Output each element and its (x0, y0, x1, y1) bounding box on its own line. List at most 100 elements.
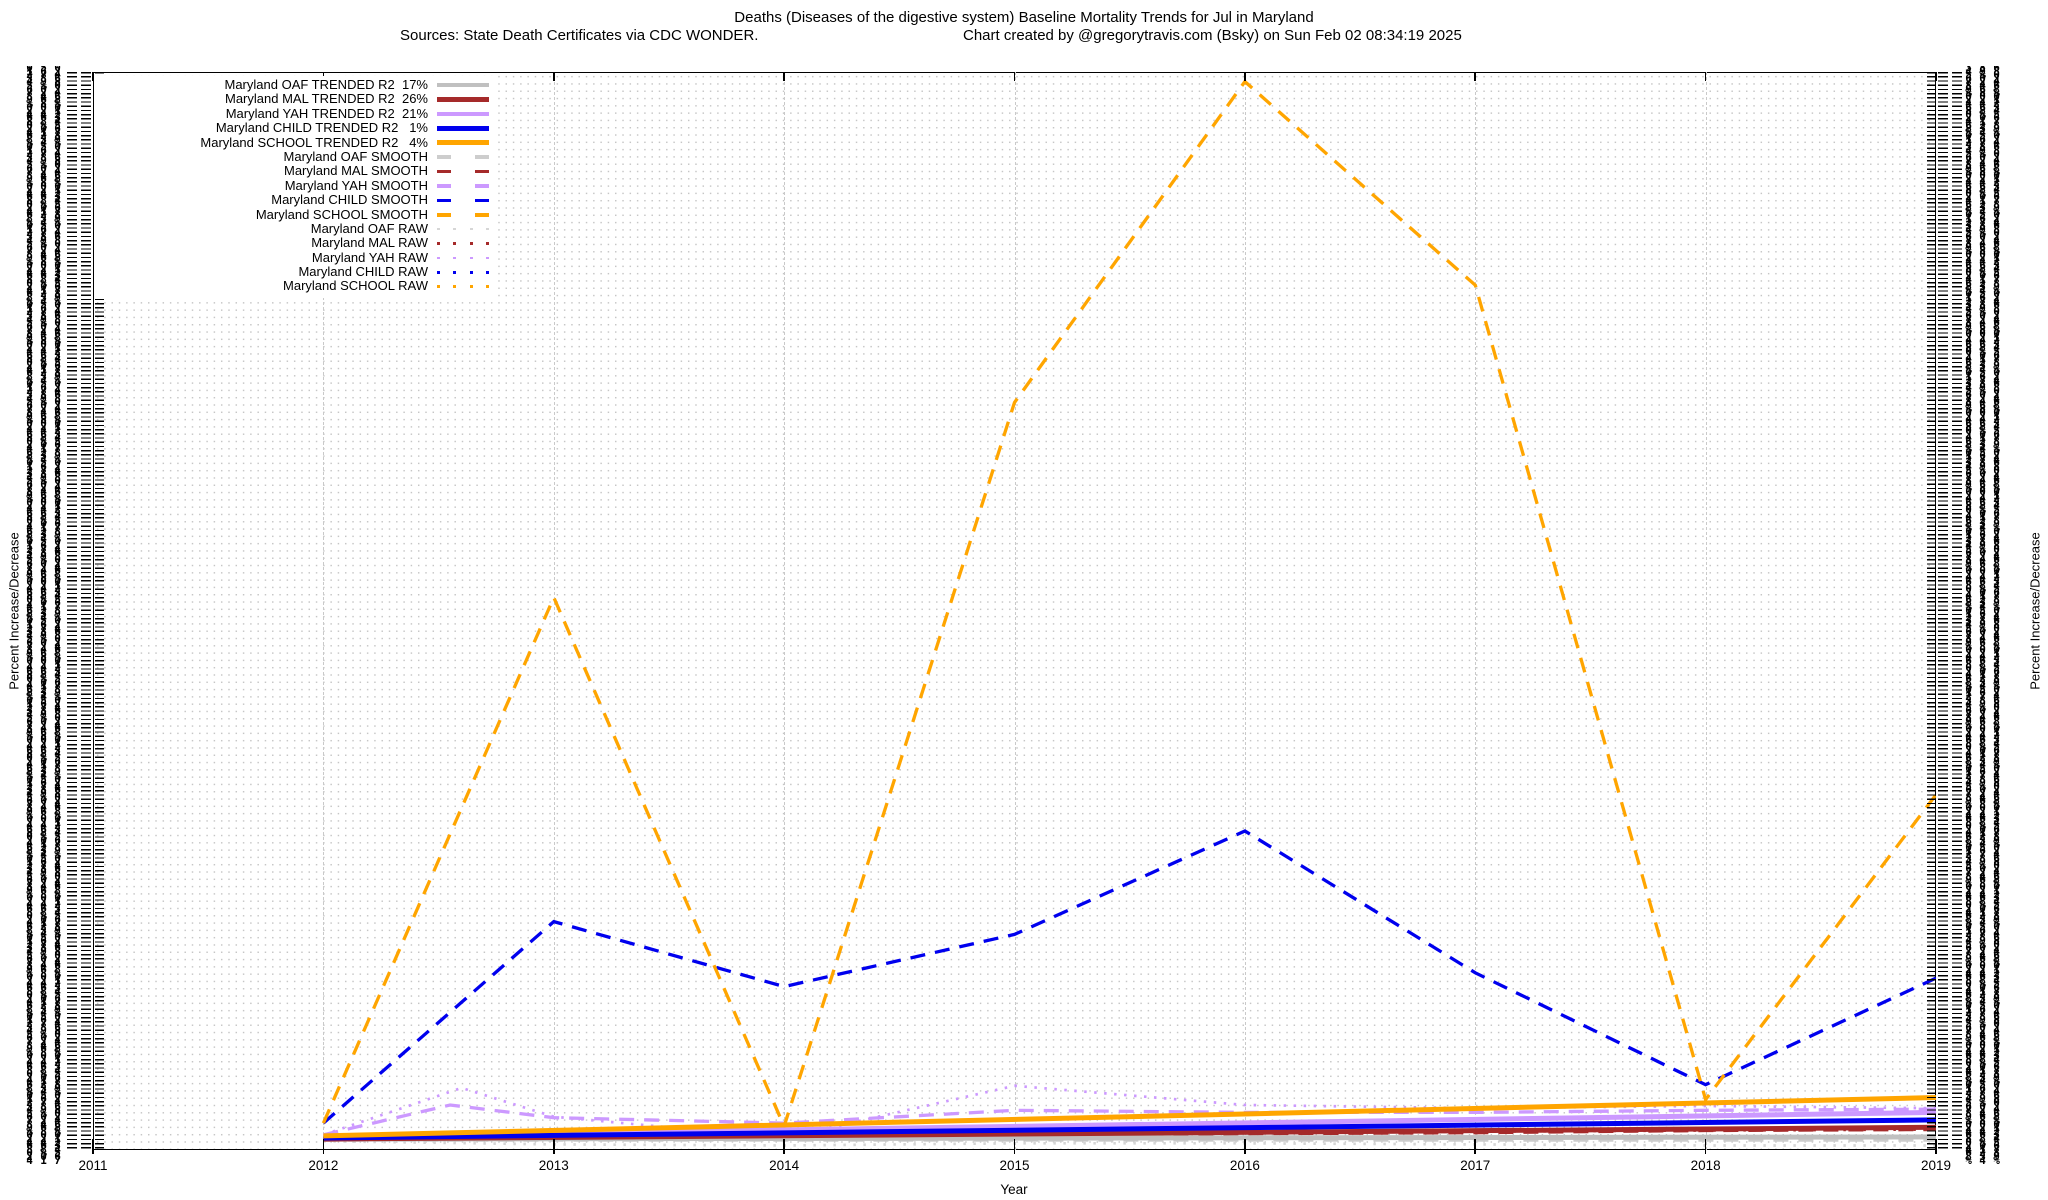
x-tick-mark-2017 (1474, 72, 1477, 81)
x-tick-mark-2013 (552, 1139, 555, 1149)
legend-item-maryland-mal-raw: Maryland MAL RAW (95, 235, 491, 251)
x-tick-mark-2019 (1935, 1139, 1937, 1149)
y-tick-label-column-right-4: 8 9 % 0 2 4 6 8 0 2 4 6 8 % 0 1 2 3 4 5 … (1979, 66, 1986, 1167)
y-axis-tick-comb-left-2 (67, 72, 77, 1150)
x-tick-label-2014: 2014 (769, 1158, 800, 1173)
legend-item-maryland-yah-smooth: Maryland YAH SMOOTH (95, 177, 491, 193)
x-tick-mark-2015 (1013, 1139, 1016, 1149)
series-lines-canvas (321, 79, 1936, 1147)
year-gridline-2013 (553, 72, 555, 1150)
line-maryland-oaf-raw (323, 1139, 1936, 1147)
y-tick-label-column-left-2: 0 2 4 6 8 0 2 4 6 8 % 0 1 2 3 4 5 6 7 8 … (54, 66, 61, 1167)
y-axis-tick-comb-right-4 (1938, 72, 1948, 1150)
x-tick-mark-2014 (783, 1148, 785, 1155)
y-axis-title-left: Percent Increase/Decrease (6, 532, 22, 690)
legend-item-label: Maryland SCHOOL SMOOTH (255, 206, 428, 222)
legend-item-label: Maryland MAL TRENDED R2 26% (224, 91, 428, 107)
legend-item-label: Maryland SCHOOL RAW (283, 278, 428, 294)
y-tick-label-column-left-1: 5 6 7 8 9 % 0 2 4 6 8 0 2 4 6 8 % 0 1 2 … (40, 66, 47, 1167)
legend-item-maryland-school-raw: Maryland SCHOOL RAW (95, 279, 491, 293)
chart-credit-text: Chart created by @gregorytravis.com (Bsk… (963, 27, 1462, 44)
legend-line-sample-solid (437, 82, 491, 88)
legend: Maryland OAF TRENDED R2 17% Maryland MAL … (95, 76, 495, 298)
x-tick-mark-2012 (322, 1139, 325, 1149)
y-axis-tick-comb-right-3 (1926, 72, 1936, 1150)
legend-item-maryland-oaf-smooth: Maryland OAF SMOOTH (95, 148, 491, 164)
legend-item-label: Maryland OAF RAW (310, 220, 428, 236)
legend-line-sample-dotted (437, 242, 491, 245)
legend-item-label: Maryland OAF SMOOTH (283, 148, 428, 164)
legend-item-label: Maryland SCHOOL TRENDED R2 4% (200, 134, 428, 150)
y-axis-tick-comb-left-1 (81, 72, 91, 1150)
y-tick-label-column-left-0: 0 1 2 3 4 5 6 7 8 9 % 0 2 4 6 8 0 2 4 6 … (26, 66, 33, 1167)
legend-line-sample-dashed (437, 184, 491, 188)
y-axis-tick-comb-left-0 (94, 72, 104, 1150)
legend-item-maryland-child-raw: Maryland CHILD RAW (95, 264, 491, 280)
x-tick-mark-2016 (1244, 1139, 1246, 1149)
chart-title: Deaths (Diseases of the digestive system… (734, 9, 1314, 26)
x-tick-mark-2016 (1244, 72, 1246, 81)
x-tick-label-2018: 2018 (1690, 1158, 1721, 1173)
legend-item-label: Maryland MAL SMOOTH (284, 163, 428, 179)
legend-item-maryland-yah-trended-r2-21-: Maryland YAH TRENDED R2 21% (95, 105, 491, 121)
x-tick-mark-2018 (1704, 1148, 1707, 1155)
legend-item-maryland-yah-raw: Maryland YAH RAW (95, 250, 491, 265)
x-tick-mark-2015 (1013, 1148, 1016, 1155)
legend-line-sample-dotted (437, 285, 491, 288)
legend-item-maryland-child-smooth: Maryland CHILD SMOOTH (95, 192, 491, 208)
x-tick-mark-2017 (1474, 1139, 1477, 1149)
x-tick-mark-2014 (783, 1139, 785, 1149)
line-maryland-child-smooth (322, 829, 1936, 1125)
line-maryland-child-trended (323, 1117, 1936, 1141)
x-axis-title: Year (1000, 1182, 1028, 1197)
legend-item-maryland-mal-smooth: Maryland MAL SMOOTH (95, 163, 491, 179)
x-tick-label-2013: 2013 (538, 1158, 569, 1173)
x-tick-label-2016: 2016 (1229, 1158, 1260, 1173)
x-tick-label-2015: 2015 (999, 1158, 1030, 1173)
x-tick-label-2011: 2011 (78, 1158, 108, 1173)
x-tick-mark-2015 (1013, 72, 1016, 81)
legend-line-sample-solid (437, 126, 491, 131)
x-tick-mark-2016 (1244, 1148, 1246, 1155)
x-tick-mark-2011 (92, 1139, 94, 1149)
year-gridline-2016 (1244, 72, 1246, 1150)
line-maryland-yah-raw (322, 1084, 1936, 1140)
legend-item-maryland-oaf-raw: Maryland OAF RAW (95, 220, 491, 236)
x-tick-mark-2011 (92, 72, 94, 81)
legend-item-label: Maryland CHILD SMOOTH (271, 192, 428, 208)
legend-item-maryland-child-trended-r2-1-: Maryland CHILD TRENDED R2 1% (95, 120, 491, 136)
y-axis-title-right: Percent Increase/Decrease (2027, 532, 2043, 690)
legend-item-label: Maryland YAH TRENDED R2 21% (225, 105, 428, 121)
x-tick-mark-2017 (1474, 1148, 1477, 1155)
legend-item-label: Maryland CHILD TRENDED R2 1% (215, 120, 428, 136)
y-axis-tick-comb-right-5 (1952, 72, 1962, 1150)
legend-item-maryland-mal-trended-r2-26-: Maryland MAL TRENDED R2 26% (95, 91, 491, 107)
x-tick-mark-2012 (322, 1148, 325, 1155)
line-maryland-yah-smooth (323, 1103, 1936, 1137)
legend-line-sample-dashed (437, 155, 491, 159)
legend-item-label: Maryland YAH SMOOTH (284, 177, 428, 193)
legend-line-sample-dotted (437, 270, 491, 274)
legend-line-sample-dashed (437, 212, 491, 217)
x-tick-mark-2019 (1935, 72, 1937, 81)
legend-line-sample-dashed (437, 198, 491, 203)
legend-line-sample-solid (437, 111, 491, 117)
legend-item-label: Maryland CHILD RAW (298, 264, 428, 280)
line-maryland-school-trended (323, 1095, 1936, 1139)
year-gridline-2018 (1705, 72, 1707, 1150)
x-tick-label-2012: 2012 (308, 1158, 339, 1173)
legend-item-maryland-oaf-trended-r2-17-: Maryland OAF TRENDED R2 17% (95, 77, 491, 92)
year-gridline-2012 (323, 72, 325, 1150)
year-gridline-2017 (1475, 72, 1477, 1150)
y-tick-label-column-right-3: 3 4 5 6 7 8 9 % 0 2 4 6 8 0 2 4 6 8 % 0 … (1965, 66, 1972, 1167)
x-tick-mark-2013 (552, 72, 555, 81)
year-gridline-2015 (1014, 72, 1016, 1150)
legend-item-label: Maryland MAL RAW (311, 235, 428, 251)
x-tick-mark-2013 (552, 1148, 555, 1155)
legend-line-sample-dashed (437, 169, 491, 174)
x-tick-mark-2018 (1704, 1139, 1707, 1149)
legend-line-sample-dotted (437, 227, 491, 231)
legend-line-sample-dotted (437, 256, 491, 260)
legend-item-label: Maryland OAF TRENDED R2 17% (224, 77, 429, 92)
